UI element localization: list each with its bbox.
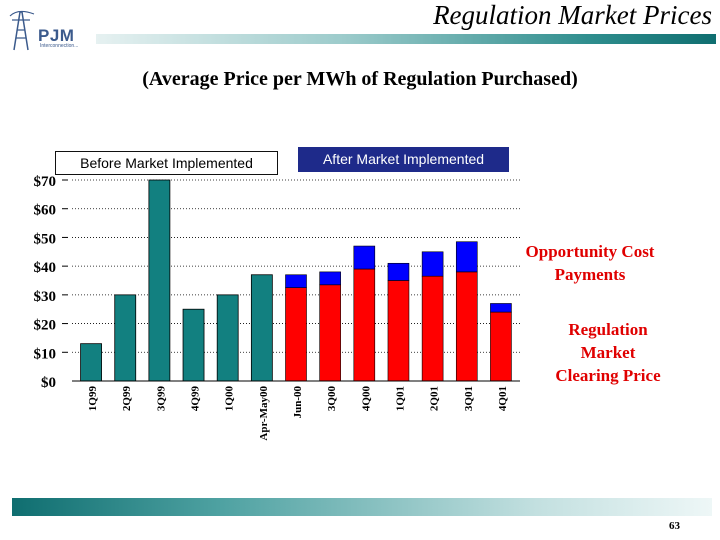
bar-before-market bbox=[80, 343, 102, 382]
bar-clearing-price bbox=[490, 311, 512, 382]
bar-clearing-price bbox=[285, 287, 307, 382]
x-tick-label: 2Q99 bbox=[121, 386, 133, 412]
page-title: Regulation Market Prices bbox=[433, 0, 712, 30]
x-tick-label: 3Q01 bbox=[463, 386, 475, 411]
bar-before-market bbox=[250, 274, 273, 382]
y-tick-label: $30 bbox=[34, 289, 57, 305]
bar-before-market bbox=[114, 294, 137, 382]
legend-opportunity-line1: Opportunity Cost bbox=[525, 242, 655, 261]
y-tick-label: $40 bbox=[34, 260, 57, 276]
y-tick-label: $50 bbox=[34, 231, 57, 247]
bar-before-market bbox=[216, 294, 239, 382]
legend-opportunity-cost: Opportunity Cost Payments bbox=[500, 240, 680, 286]
x-tick-label: 4Q99 bbox=[190, 386, 202, 412]
x-tick-label: 3Q99 bbox=[155, 386, 167, 412]
pjm-logo: PJM Interconnection... bbox=[8, 6, 108, 52]
y-tick-label: $10 bbox=[34, 346, 57, 362]
logo-text: PJM bbox=[38, 26, 75, 45]
bar-opportunity-cost bbox=[353, 245, 376, 270]
x-tick-label: Apr-May00 bbox=[258, 386, 270, 441]
logo-subtext: Interconnection... bbox=[40, 43, 79, 49]
bar-clearing-price bbox=[353, 268, 376, 382]
bar-clearing-price bbox=[319, 284, 341, 382]
bar-before-market bbox=[182, 308, 205, 382]
x-tick-label: Jun-00 bbox=[292, 386, 304, 419]
bar-opportunity-cost bbox=[421, 251, 444, 277]
y-tick-label: $70 bbox=[34, 174, 57, 190]
legend-regulation-line2: Market bbox=[580, 343, 636, 362]
header-gradient-bar bbox=[96, 34, 716, 44]
x-tick-label: 3Q00 bbox=[326, 386, 338, 412]
legend-opportunity-line2: Payments bbox=[554, 265, 626, 284]
y-tick-label: $60 bbox=[34, 203, 57, 219]
x-tick-label: 4Q00 bbox=[360, 386, 372, 412]
x-tick-label: 4Q01 bbox=[497, 386, 509, 411]
bar-opportunity-cost bbox=[455, 241, 478, 273]
bar-opportunity-cost bbox=[387, 262, 410, 281]
page-number: 63 bbox=[669, 520, 680, 532]
x-tick-label: 1Q01 bbox=[394, 386, 406, 411]
bar-before-market bbox=[148, 179, 171, 382]
bar-clearing-price bbox=[421, 275, 444, 382]
legend-regulation-line3: Clearing Price bbox=[555, 366, 661, 385]
x-tick-label: 2Q01 bbox=[429, 386, 441, 411]
y-tick-label: $0 bbox=[41, 375, 56, 391]
y-tick-label: $20 bbox=[34, 318, 57, 334]
legend-clearing-price: Regulation Market Clearing Price bbox=[528, 318, 688, 387]
x-tick-label: 1Q99 bbox=[87, 386, 99, 412]
logo-tower-icon bbox=[9, 10, 35, 51]
bar-clearing-price bbox=[387, 280, 410, 382]
after-market-label: After Market Implemented bbox=[298, 147, 509, 172]
bar-clearing-price bbox=[455, 271, 478, 382]
legend-regulation-line1: Regulation bbox=[568, 320, 648, 339]
before-market-label: Before Market Implemented bbox=[55, 151, 278, 175]
footer-gradient-bar bbox=[12, 498, 712, 516]
chart-subtitle: (Average Price per MWh of Regulation Pur… bbox=[142, 68, 578, 90]
bar-opportunity-cost bbox=[490, 303, 512, 313]
bar-opportunity-cost bbox=[319, 271, 341, 286]
bar-opportunity-cost bbox=[285, 274, 307, 288]
x-tick-label: 1Q00 bbox=[224, 386, 236, 412]
